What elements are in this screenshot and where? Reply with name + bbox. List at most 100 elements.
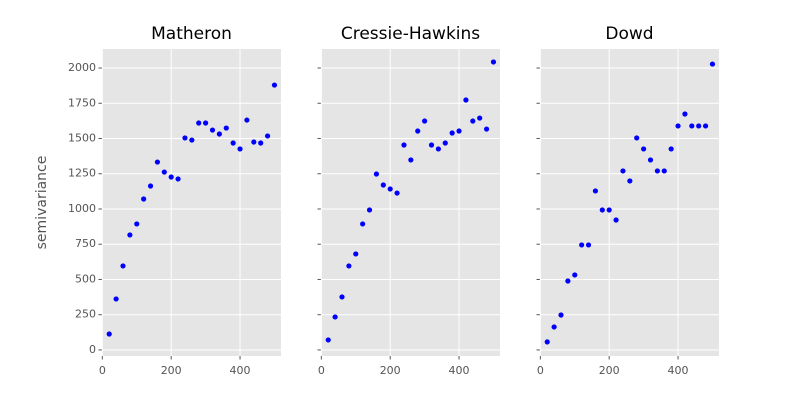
point [606, 207, 612, 213]
y-tick-label: 0 [89, 343, 96, 356]
x-tick-label: 400 [449, 364, 470, 377]
point [558, 312, 564, 318]
point [477, 115, 483, 121]
point [339, 294, 345, 300]
point [401, 142, 407, 148]
point [415, 128, 421, 134]
plot-area [321, 49, 500, 356]
plot-area [540, 49, 719, 356]
plot-area [102, 49, 281, 356]
point [387, 186, 393, 192]
point [258, 140, 264, 146]
point [106, 331, 112, 337]
x-tick-label: 200 [380, 364, 401, 377]
point [161, 169, 167, 175]
point [332, 314, 338, 320]
point [675, 123, 681, 129]
point [449, 130, 455, 136]
point [483, 126, 490, 132]
point [668, 146, 674, 152]
point [613, 217, 619, 223]
point [422, 118, 428, 124]
point [408, 157, 414, 163]
point [696, 123, 702, 129]
point [168, 174, 174, 180]
point [182, 135, 188, 141]
point [428, 142, 435, 148]
point [175, 176, 181, 182]
chart-title: Dowd [605, 24, 653, 44]
point [237, 146, 243, 152]
y-tick-label: 2000 [68, 61, 96, 74]
point [702, 123, 709, 129]
point [634, 135, 640, 141]
x-tick-label: 400 [230, 364, 251, 377]
point [551, 324, 557, 330]
point [456, 128, 462, 134]
point [189, 137, 195, 143]
point [271, 82, 278, 88]
point [264, 133, 271, 139]
point [682, 111, 688, 117]
point [360, 221, 366, 227]
point [463, 97, 469, 103]
point [325, 337, 331, 343]
point [134, 221, 140, 227]
point [599, 207, 605, 213]
y-axis-label: semivariance [34, 156, 50, 250]
y-tick-label: 750 [75, 237, 96, 250]
point [154, 159, 161, 165]
point [641, 146, 647, 152]
x-tick-label: 0 [537, 364, 544, 377]
point [470, 118, 476, 124]
y-tick-label: 500 [75, 272, 96, 285]
y-tick-label: 1750 [68, 96, 96, 109]
y-tick-label: 250 [75, 308, 96, 321]
point [203, 120, 209, 126]
point [209, 127, 216, 133]
x-tick-label: 0 [318, 364, 325, 377]
point [366, 207, 373, 213]
chart-title: Cressie-Hawkins [341, 24, 480, 44]
point [353, 251, 359, 257]
y-tick-label: 1250 [68, 167, 96, 180]
point [127, 232, 133, 238]
point [216, 131, 222, 137]
point [654, 168, 660, 174]
y-tick-label: 1000 [68, 202, 96, 215]
x-tick-label: 400 [668, 364, 689, 377]
point [373, 171, 380, 177]
point [565, 278, 571, 284]
y-tick-label: 1500 [68, 132, 96, 145]
point [585, 242, 592, 248]
point [544, 339, 550, 345]
point [120, 263, 126, 269]
point [394, 190, 400, 196]
point [196, 120, 202, 126]
point [490, 59, 497, 65]
x-tick-label: 200 [599, 364, 620, 377]
point [572, 272, 578, 278]
x-tick-label: 0 [99, 364, 106, 377]
point [442, 140, 448, 146]
point [113, 296, 119, 302]
point [346, 263, 352, 269]
point [251, 139, 257, 145]
point [592, 188, 599, 194]
point [380, 182, 386, 188]
point [435, 146, 441, 152]
point [244, 117, 250, 123]
point [620, 168, 626, 174]
point [147, 183, 154, 189]
chart-title: Matheron [151, 24, 232, 44]
point [627, 178, 633, 184]
point [223, 125, 229, 131]
point [689, 123, 695, 129]
point [709, 61, 716, 67]
point [141, 196, 147, 202]
point [230, 140, 236, 146]
point [579, 242, 585, 248]
point [661, 168, 667, 174]
x-tick-label: 200 [161, 364, 182, 377]
